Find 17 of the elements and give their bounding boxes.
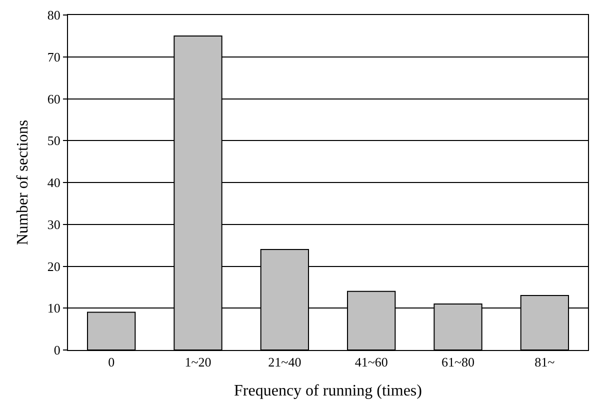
y-tick-label: 70 xyxy=(47,49,60,64)
x-tick-label: 1~20 xyxy=(184,354,212,370)
y-tick-label: 10 xyxy=(47,300,60,316)
y-tick-label: 60 xyxy=(47,91,60,106)
x-tick-label: 21~40 xyxy=(268,354,302,370)
x-tick-label: 0 xyxy=(108,354,115,370)
y-tick-label: 30 xyxy=(47,216,60,232)
y-tick-label: 0 xyxy=(54,342,60,358)
y-tick-label: 80 xyxy=(47,8,60,23)
y-axis-title: Number of sections xyxy=(14,120,32,246)
x-tick-label: 81~ xyxy=(534,354,555,370)
x-tick-label: 61~80 xyxy=(441,354,475,370)
x-axis-title: Frequency of running (times) xyxy=(234,382,422,400)
y-tick-label: 50 xyxy=(47,133,60,148)
y-tick-label: 40 xyxy=(47,175,60,190)
x-tick-label: 41~60 xyxy=(354,354,388,370)
y-tick-label: 20 xyxy=(47,258,60,274)
